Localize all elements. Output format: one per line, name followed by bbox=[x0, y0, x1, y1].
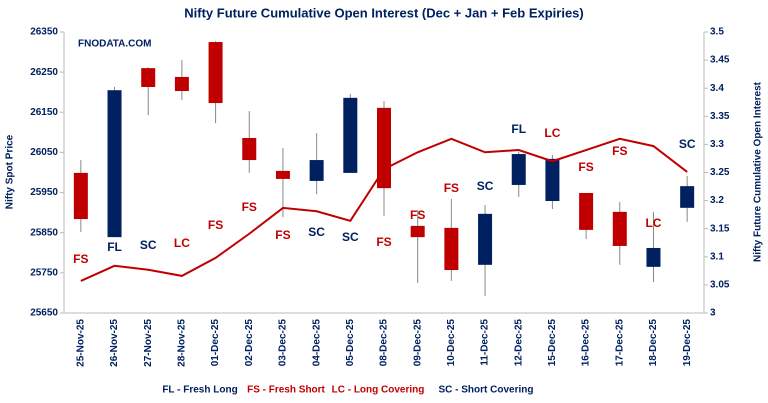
x-tick-label: 17-Dec-25 bbox=[614, 319, 625, 367]
candle-body bbox=[579, 192, 594, 230]
signal-label: LC bbox=[174, 236, 190, 250]
candle-body bbox=[309, 160, 324, 181]
signal-label: FL bbox=[511, 122, 526, 136]
y2-tick-label: 3 bbox=[710, 308, 716, 319]
y2-tick-label: 3.35 bbox=[710, 111, 730, 122]
legend-label: SC - Short Covering bbox=[438, 385, 533, 396]
candle-body bbox=[646, 247, 661, 267]
y2-axis-title: Nifty Future Cumulative Open Interest bbox=[753, 81, 764, 262]
x-tick-label: 01-Dec-25 bbox=[210, 319, 221, 367]
signal-label: FL bbox=[107, 240, 122, 254]
y2-tick-label: 3.4 bbox=[710, 83, 724, 94]
x-tick-label: 16-Dec-25 bbox=[581, 319, 592, 367]
y-tick-label: 26050 bbox=[30, 147, 58, 158]
x-tick-label: 28-Nov-25 bbox=[177, 319, 188, 367]
x-tick-label: 15-Dec-25 bbox=[547, 319, 558, 367]
y-axis-title: Nifty Spot Price bbox=[5, 134, 16, 209]
x-tick-label: 26-Nov-25 bbox=[109, 319, 120, 367]
x-tick-label: 02-Dec-25 bbox=[244, 319, 255, 367]
signal-label: FS bbox=[275, 228, 290, 242]
x-tick-label: 04-Dec-25 bbox=[311, 319, 322, 367]
candle-body bbox=[343, 97, 358, 173]
watermark: FNODATA.COM bbox=[78, 39, 152, 50]
legend-label: LC - Long Covering bbox=[332, 385, 425, 396]
y2-tick-label: 3.2 bbox=[710, 195, 724, 206]
candle-body bbox=[511, 154, 526, 185]
candle-body bbox=[141, 68, 156, 87]
chart-title: Nifty Future Cumulative Open Interest (D… bbox=[184, 5, 584, 20]
candle-body bbox=[680, 186, 695, 208]
y2-tick-label: 3.5 bbox=[710, 27, 724, 38]
signal-label: SC bbox=[342, 230, 359, 244]
candle-body bbox=[444, 227, 459, 271]
signal-label: FS bbox=[444, 181, 459, 195]
signal-label: FS bbox=[242, 200, 257, 214]
legend-label: FS - Fresh Short bbox=[247, 385, 325, 396]
y-tick-label: 26350 bbox=[30, 27, 58, 38]
candle-body bbox=[242, 137, 257, 161]
y-tick-label: 25950 bbox=[30, 187, 58, 198]
y2-tick-label: 3.25 bbox=[710, 167, 730, 178]
candle-body bbox=[174, 76, 189, 92]
y-tick-label: 25650 bbox=[30, 308, 58, 319]
signal-label: FS bbox=[612, 144, 627, 158]
candle-body bbox=[73, 172, 88, 220]
x-tick-label: 10-Dec-25 bbox=[446, 319, 457, 367]
signal-label: SC bbox=[140, 238, 157, 252]
candle-body bbox=[275, 170, 290, 179]
oi-line bbox=[80, 137, 688, 282]
signal-label: LC bbox=[544, 126, 560, 140]
x-tick-label: 18-Dec-25 bbox=[648, 319, 659, 367]
legend-label: FL - Fresh Long bbox=[162, 385, 237, 396]
x-tick-label: 09-Dec-25 bbox=[412, 319, 423, 367]
candle-body bbox=[545, 158, 560, 202]
signal-label: FS bbox=[376, 235, 391, 249]
signal-label: FS bbox=[73, 252, 88, 266]
y-tick-label: 25850 bbox=[30, 227, 58, 238]
candle-body bbox=[410, 225, 425, 238]
y2-tick-label: 3.05 bbox=[710, 280, 730, 291]
x-tick-label: 03-Dec-25 bbox=[278, 319, 289, 367]
x-tick-label: 08-Dec-25 bbox=[379, 319, 390, 367]
signal-label: FS bbox=[208, 218, 223, 232]
x-tick-label: 27-Nov-25 bbox=[143, 319, 154, 367]
candle-body bbox=[107, 90, 122, 238]
x-tick-label: 19-Dec-25 bbox=[682, 319, 693, 367]
y-tick-label: 26250 bbox=[30, 67, 58, 78]
signal-label: FS bbox=[578, 160, 593, 174]
candle-body bbox=[478, 213, 493, 265]
y-tick-label: 25750 bbox=[30, 267, 58, 278]
y2-tick-label: 3.1 bbox=[710, 251, 724, 262]
signal-label: FS bbox=[410, 208, 425, 222]
x-tick-label: 05-Dec-25 bbox=[345, 319, 356, 367]
signal-label: SC bbox=[308, 225, 325, 239]
candle-body bbox=[612, 211, 627, 246]
y-tick-label: 26150 bbox=[30, 107, 58, 118]
x-tick-label: 11-Dec-25 bbox=[480, 319, 491, 366]
y2-tick-label: 3.15 bbox=[710, 223, 730, 234]
x-tick-label: 12-Dec-25 bbox=[513, 319, 524, 367]
candle-body bbox=[208, 42, 223, 104]
x-tick-label: 25-Nov-25 bbox=[75, 319, 86, 367]
signal-label: LC bbox=[645, 216, 661, 230]
signal-label: SC bbox=[477, 179, 494, 193]
signal-label: SC bbox=[679, 137, 696, 151]
y2-tick-label: 3.3 bbox=[710, 139, 724, 150]
y2-tick-label: 3.45 bbox=[710, 55, 730, 66]
